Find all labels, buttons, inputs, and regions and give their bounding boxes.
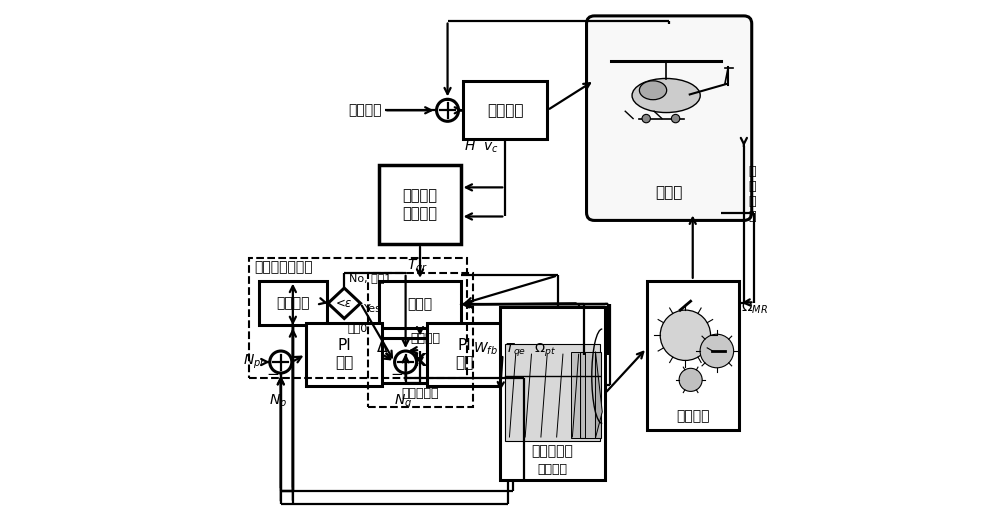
Circle shape bbox=[270, 351, 292, 373]
Circle shape bbox=[671, 114, 680, 123]
Bar bbox=[259, 281, 327, 325]
Circle shape bbox=[679, 368, 702, 391]
Text: 传动机构: 传动机构 bbox=[676, 409, 709, 423]
Text: 自适应前馈结构: 自适应前馈结构 bbox=[255, 261, 313, 275]
Text: $\mathbf{K}$: $\mathbf{K}$ bbox=[412, 352, 428, 370]
Bar bbox=[379, 165, 461, 244]
Text: 扭矩差: 扭矩差 bbox=[407, 297, 433, 311]
Circle shape bbox=[395, 351, 417, 373]
Bar bbox=[505, 343, 600, 440]
Text: $W_{fb}$: $W_{fb}$ bbox=[473, 341, 497, 357]
Text: PI
控制: PI 控制 bbox=[455, 338, 474, 370]
Text: $N_g$: $N_g$ bbox=[394, 392, 412, 411]
Text: $T_{qe}$: $T_{qe}$ bbox=[505, 341, 527, 358]
Text: <ε: <ε bbox=[336, 297, 352, 310]
Text: $N_{pr}$: $N_{pr}$ bbox=[243, 353, 266, 371]
Text: 扭矩差前馈: 扭矩差前馈 bbox=[402, 387, 439, 400]
Text: 比例环节: 比例环节 bbox=[410, 332, 440, 345]
Text: $\Omega_{MR}$: $\Omega_{MR}$ bbox=[741, 299, 768, 316]
Bar bbox=[249, 258, 467, 378]
Circle shape bbox=[642, 114, 650, 123]
Bar bbox=[306, 323, 382, 386]
Text: 旋翼需求
扭矩预测: 旋翼需求 扭矩预测 bbox=[403, 189, 438, 221]
Bar bbox=[571, 351, 580, 438]
Text: Yes: Yes bbox=[364, 304, 382, 314]
Text: 直升机: 直升机 bbox=[655, 185, 683, 200]
Text: PI
控制: PI 控制 bbox=[335, 338, 353, 370]
Bar bbox=[427, 323, 503, 386]
Text: 取绝对值: 取绝对值 bbox=[276, 296, 310, 310]
Text: 传
动
指
令: 传 动 指 令 bbox=[748, 164, 755, 223]
Text: 输出0: 输出0 bbox=[347, 323, 367, 333]
Bar bbox=[463, 82, 547, 139]
Polygon shape bbox=[328, 288, 360, 319]
Circle shape bbox=[437, 99, 459, 121]
Text: $H$  $v_c$: $H$ $v_c$ bbox=[464, 138, 499, 155]
Bar bbox=[368, 273, 473, 407]
FancyBboxPatch shape bbox=[587, 16, 752, 220]
Ellipse shape bbox=[632, 78, 700, 112]
Text: $\Delta$: $\Delta$ bbox=[376, 339, 388, 355]
Text: No, 输出1: No, 输出1 bbox=[349, 273, 392, 283]
Text: −: − bbox=[391, 367, 404, 382]
Bar bbox=[500, 307, 605, 480]
Text: $\Omega_{pt}$: $\Omega_{pt}$ bbox=[534, 341, 556, 358]
Text: −: − bbox=[443, 93, 456, 108]
Circle shape bbox=[700, 334, 734, 368]
Bar bbox=[647, 281, 739, 430]
Ellipse shape bbox=[639, 81, 667, 100]
Text: $N_p$: $N_p$ bbox=[269, 392, 287, 411]
Bar bbox=[585, 351, 595, 438]
Bar bbox=[580, 351, 601, 438]
Bar bbox=[379, 281, 461, 328]
Polygon shape bbox=[595, 351, 602, 438]
Text: 扭振抑制: 扭振抑制 bbox=[537, 463, 567, 476]
Text: 飞行控制: 飞行控制 bbox=[487, 103, 523, 118]
Text: 涡轴发动机: 涡轴发动机 bbox=[532, 445, 573, 458]
Bar bbox=[379, 339, 461, 383]
Circle shape bbox=[660, 310, 711, 360]
Text: 飞行指令: 飞行指令 bbox=[349, 103, 382, 117]
Text: −: − bbox=[266, 367, 279, 382]
Text: $T_{qr}$: $T_{qr}$ bbox=[407, 258, 428, 276]
